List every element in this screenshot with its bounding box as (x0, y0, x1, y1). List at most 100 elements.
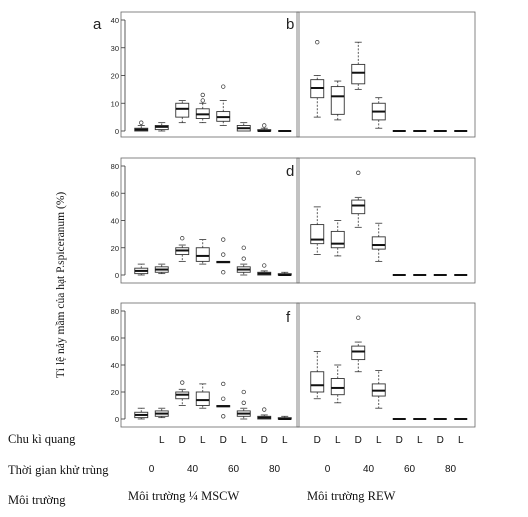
box-60-D (216, 381, 231, 419)
y-tick-label: 30 (111, 44, 119, 53)
box-40-L (195, 92, 210, 124)
disinfection-time-labels: 0 40 60 80 0 40 60 80 (149, 464, 457, 475)
box-iqr (371, 236, 386, 250)
outlier-point (241, 400, 246, 405)
box-0-D (310, 40, 325, 118)
box-40-D (175, 100, 190, 124)
photoperiod-label: D (396, 435, 403, 446)
box-40-D (351, 41, 366, 90)
outlier-point (221, 381, 226, 387)
box-40-L (371, 97, 386, 129)
outlier-point (180, 236, 185, 241)
box-60-D (216, 237, 231, 275)
y-tick-label: 60 (111, 189, 119, 198)
outlier-point (262, 263, 267, 268)
panel-letter-d: d (286, 163, 294, 180)
panel-b (296, 11, 476, 138)
outlier-point (221, 237, 226, 242)
y-tick-label: 80 (111, 307, 119, 316)
outlier-point (241, 256, 246, 261)
outlier-point (356, 315, 361, 320)
box-60-L (236, 122, 251, 132)
outlier-point (221, 414, 226, 419)
panel-letter-f: f (286, 309, 291, 326)
outlier-point (356, 170, 361, 175)
box-iqr (310, 371, 325, 393)
outlier-point (180, 380, 185, 385)
y-axis-label: Tỉ lệ nảy mầm của hạt P.spiceranum (%) (54, 192, 67, 379)
box-0-L (330, 80, 345, 121)
disinfection-time-label: 0 (325, 464, 331, 475)
photoperiod-label: L (200, 435, 206, 446)
panel-frame (120, 157, 300, 284)
disinfection-time-label: 60 (404, 464, 416, 475)
box-0-D (310, 206, 325, 255)
photoperiod-label: D (355, 435, 362, 446)
photoperiod-label: L (241, 435, 247, 446)
chart-panels: 0 10 20 30 40 0 20 40 60 80 0 20 40 60 80 (111, 11, 476, 428)
box-40-L (195, 239, 210, 265)
box-iqr (351, 63, 366, 85)
outlier-point (221, 252, 226, 257)
box-iqr (195, 391, 210, 406)
box-0-L (330, 220, 345, 257)
panel-e: 0 20 40 60 80 (111, 302, 300, 428)
disinfection-time-label: 40 (187, 464, 199, 475)
photoperiod-label: D (314, 435, 321, 446)
box-iqr (351, 199, 366, 215)
box-40-D (175, 236, 190, 262)
box-80-L (277, 415, 292, 420)
panel-letter-a: a (93, 16, 102, 33)
disinfection-time-label: 80 (445, 464, 457, 475)
box-iqr (330, 230, 345, 249)
panel-frame (296, 157, 476, 284)
photoperiod-label: L (159, 435, 165, 446)
photoperiod-label: L (376, 435, 382, 446)
box-40-L (371, 369, 386, 409)
panel-frame (120, 11, 300, 138)
disinfection-time-label: 60 (228, 464, 240, 475)
box-40-D (175, 380, 190, 406)
photoperiod-label: D (220, 435, 227, 446)
photoperiod-label: L (335, 435, 341, 446)
outlier-point (200, 92, 205, 98)
outlier-point (200, 98, 205, 103)
medium-label-mscw: Môi trường ¼ MSCW (128, 489, 240, 503)
box-0-L (330, 364, 345, 404)
row-label-disinfection-time: Thời gian khử trùng (8, 463, 109, 477)
photoperiod-label: L (417, 435, 423, 446)
y-tick-label: 20 (111, 72, 119, 81)
disinfection-time-label: 80 (269, 464, 281, 475)
box-iqr (175, 102, 190, 118)
disinfection-time-label: 0 (149, 464, 155, 475)
box-80-D (257, 263, 272, 276)
outlier-point (262, 123, 267, 128)
outlier-point (221, 84, 226, 89)
box-80-D (257, 407, 272, 420)
box-60-L (236, 389, 251, 420)
y-tick-label: 20 (111, 244, 119, 253)
y-tick-label: 0 (115, 271, 119, 280)
y-tick-label: 80 (111, 162, 119, 171)
outlier-point (221, 270, 226, 275)
photoperiod-label: D (437, 435, 444, 446)
y-tick-label: 60 (111, 334, 119, 343)
y-tick-label: 0 (115, 127, 119, 136)
row-label-medium: Môi trường (8, 493, 66, 507)
box-0-L (154, 263, 169, 275)
box-40-D (351, 315, 366, 373)
outlier-point (262, 407, 267, 412)
box-40-D (351, 170, 366, 228)
box-iqr (310, 224, 325, 245)
panel-f (296, 302, 476, 428)
outlier-point (241, 389, 246, 395)
box-0-L (154, 407, 169, 419)
y-tick-label: 10 (111, 99, 119, 108)
photoperiod-label: D (179, 435, 186, 446)
box-60-L (236, 245, 251, 276)
panel-a: 0 10 20 30 40 (111, 11, 300, 138)
outlier-point (221, 396, 226, 401)
box-60-D (216, 84, 231, 126)
photoperiod-label: L (458, 435, 464, 446)
medium-label-rew: Môi trường REW (307, 489, 396, 503)
